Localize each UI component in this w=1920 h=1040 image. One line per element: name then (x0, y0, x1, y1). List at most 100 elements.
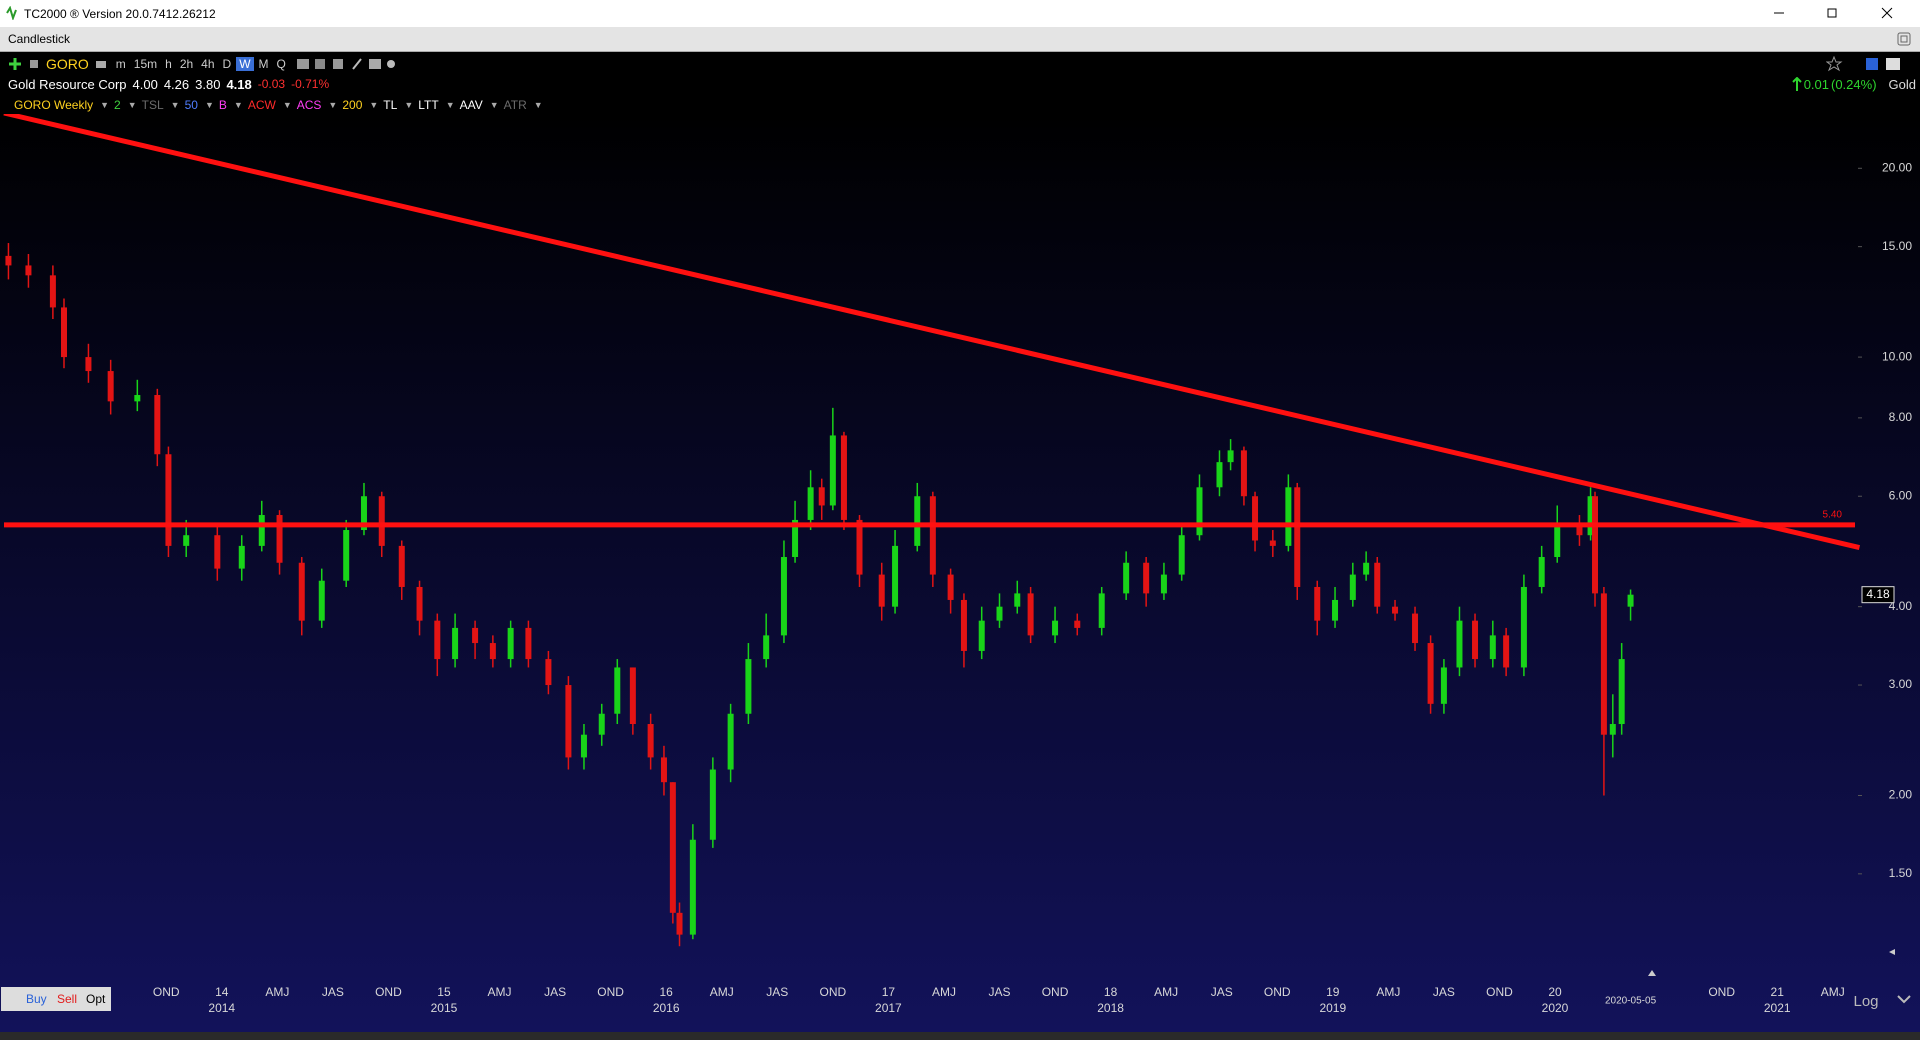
candle-body (629, 667, 636, 725)
candle-body (598, 713, 605, 735)
x-tick-label: OND (1042, 985, 1069, 999)
candle-body (378, 496, 385, 546)
interval-button[interactable]: h (165, 56, 172, 71)
buy-button[interactable]: Buy (26, 992, 47, 1006)
candle-body (134, 395, 141, 402)
indicator[interactable]: ACW (247, 97, 276, 112)
candle-body (763, 635, 770, 660)
candle-body (416, 586, 423, 621)
candle-body (1503, 635, 1510, 668)
x-tick-label: AMJ (1376, 985, 1400, 999)
candle-body (25, 265, 32, 276)
tool-icon[interactable] (95, 57, 107, 71)
indicator[interactable]: GORO Weekly (14, 97, 94, 112)
date-marker-arrow (1648, 970, 1656, 976)
bottom-border (0, 1032, 1920, 1040)
candle-body (960, 599, 967, 651)
candle-body (507, 627, 514, 660)
interval-button[interactable]: m (115, 56, 126, 71)
candle-body (165, 454, 172, 546)
interval-group: m 15m h 2h 4h D W M Q (113, 56, 289, 71)
candle-body (1052, 620, 1059, 636)
y-tick-label: 3.00 (1889, 677, 1913, 691)
scale-toggle[interactable]: Log (1853, 993, 1878, 1010)
candle-body (434, 620, 441, 660)
candle-body (5, 255, 12, 266)
candle-body (1014, 593, 1021, 607)
candle-body (647, 724, 654, 758)
candle-body (580, 734, 587, 758)
x-tick-label: AMJ (488, 985, 512, 999)
candle-body (1196, 487, 1203, 536)
candle-body (929, 496, 936, 575)
candle-body (1576, 524, 1583, 536)
dropdown-arrow[interactable]: ▼ (127, 99, 137, 110)
indicator[interactable]: AAV (459, 97, 483, 112)
candle-body (1227, 450, 1234, 463)
interval-button[interactable]: 15m (133, 56, 158, 71)
candle-body (1285, 487, 1292, 546)
indicator[interactable]: LTT (418, 97, 439, 112)
dropdown-arrow[interactable]: ▼ (233, 99, 243, 110)
interval-button[interactable]: W (236, 56, 254, 71)
panel-restore[interactable] (1896, 31, 1912, 47)
candle-body (565, 685, 572, 758)
interval-button[interactable]: Q (276, 56, 286, 71)
indicator[interactable]: ATR (503, 97, 527, 112)
opt-button[interactable]: Opt (86, 992, 106, 1006)
restore-button[interactable] (1827, 8, 1837, 18)
dropdown-arrow[interactable]: ▼ (282, 99, 292, 110)
candle-body (1609, 724, 1616, 735)
order-bar (1, 987, 111, 1011)
indicator[interactable]: 50 (184, 97, 198, 112)
candle-body (1489, 635, 1496, 660)
candle-body (878, 574, 885, 607)
candle-body (1554, 524, 1561, 558)
year-label: 2018 (1097, 1001, 1124, 1015)
x-tick-label: 15 (437, 985, 451, 999)
symbol[interactable]: GORO (46, 55, 89, 72)
dropdown-arrow[interactable]: ▼ (170, 99, 180, 110)
dropdown-arrow[interactable]: ▼ (100, 99, 110, 110)
dropdown-arrow[interactable]: ▼ (533, 99, 543, 110)
x-tick-label: JAS (1211, 985, 1233, 999)
link-icon[interactable] (28, 57, 40, 71)
dropdown-arrow[interactable]: ▼ (445, 99, 455, 110)
indicator[interactable]: B (218, 97, 227, 112)
dropdown-arrow[interactable]: ▼ (204, 99, 214, 110)
dropdown-arrow[interactable]: ▼ (404, 99, 414, 110)
close-button[interactable] (1881, 7, 1893, 19)
trendline (3, 110, 1861, 550)
candle-body (676, 912, 683, 935)
candle-body (1392, 606, 1399, 614)
indicator[interactable]: 200 (342, 97, 363, 112)
interval-button[interactable]: 2h (179, 56, 194, 71)
x-tick-label: OND (1486, 985, 1513, 999)
interval-button[interactable]: 4h (201, 56, 215, 71)
indicator[interactable]: 2 (114, 97, 121, 112)
y-tick-label: 4.00 (1889, 599, 1913, 613)
year-label: 2014 (208, 1001, 235, 1015)
indicator[interactable]: TL (383, 97, 398, 112)
interval-button[interactable]: D (222, 56, 232, 71)
candle-body (1252, 496, 1259, 541)
candle-body (1592, 496, 1599, 594)
candle-body (107, 371, 114, 402)
candle-body (1123, 562, 1130, 594)
y-tick-label: 20.00 (1882, 160, 1912, 174)
dropdown-arrow[interactable]: ▼ (369, 99, 379, 110)
add-button[interactable] (8, 57, 22, 71)
indicator[interactable]: ACS (296, 97, 322, 112)
dropdown-arrow[interactable]: ▼ (328, 99, 338, 110)
interval-button[interactable]: M (258, 56, 269, 71)
sell-button[interactable]: Sell (57, 992, 77, 1006)
y-tick-label: 10.00 (1882, 349, 1912, 363)
candle-body (1027, 593, 1034, 636)
dropdown-arrow[interactable]: ▼ (489, 99, 499, 110)
candle-body (258, 515, 265, 546)
x-tick-label: OND (153, 985, 180, 999)
panel-header: Candlestick (0, 27, 1920, 52)
indicator[interactable]: TSL (141, 97, 164, 112)
summary-change-pct: (0.24%) (1831, 76, 1877, 92)
collapse-icon[interactable] (1897, 995, 1911, 1004)
